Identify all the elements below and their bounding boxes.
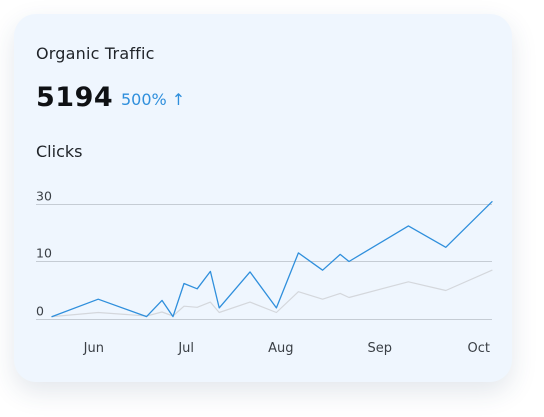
x-tick-label: Aug (268, 341, 293, 356)
chart-subtitle: Clicks (36, 142, 83, 161)
y-tick-label: 30 (36, 189, 52, 204)
series-line-1 (51, 201, 493, 318)
growth-percentage: 500% (121, 90, 167, 109)
metric-value: 5194 (36, 82, 114, 113)
series-line-2 (51, 269, 493, 318)
x-tick-label: Sep (368, 341, 393, 356)
chart-series (51, 201, 493, 318)
clicks-line-chart: 0 10 30 Jun Jul Aug Sep Oct (36, 189, 493, 356)
arrow-up-icon: ↑ (171, 90, 186, 109)
x-tick-label: Oct (468, 341, 490, 356)
growth-indicator: 500% ↑ (121, 90, 185, 109)
chart-y-tick-labels: 0 10 30 (36, 189, 52, 319)
card-title: Organic Traffic (36, 44, 155, 63)
chart-x-tick-labels: Jun Jul Aug Sep Oct (83, 341, 490, 356)
x-tick-label: Jul (177, 341, 194, 356)
y-tick-label: 10 (36, 246, 52, 261)
chart-gridlines (36, 204, 492, 320)
x-tick-label: Jun (83, 341, 104, 356)
organic-traffic-card: Organic Traffic 5194 500% ↑ Clicks 0 10 30 … (14, 14, 512, 382)
y-tick-label: 0 (36, 304, 44, 319)
